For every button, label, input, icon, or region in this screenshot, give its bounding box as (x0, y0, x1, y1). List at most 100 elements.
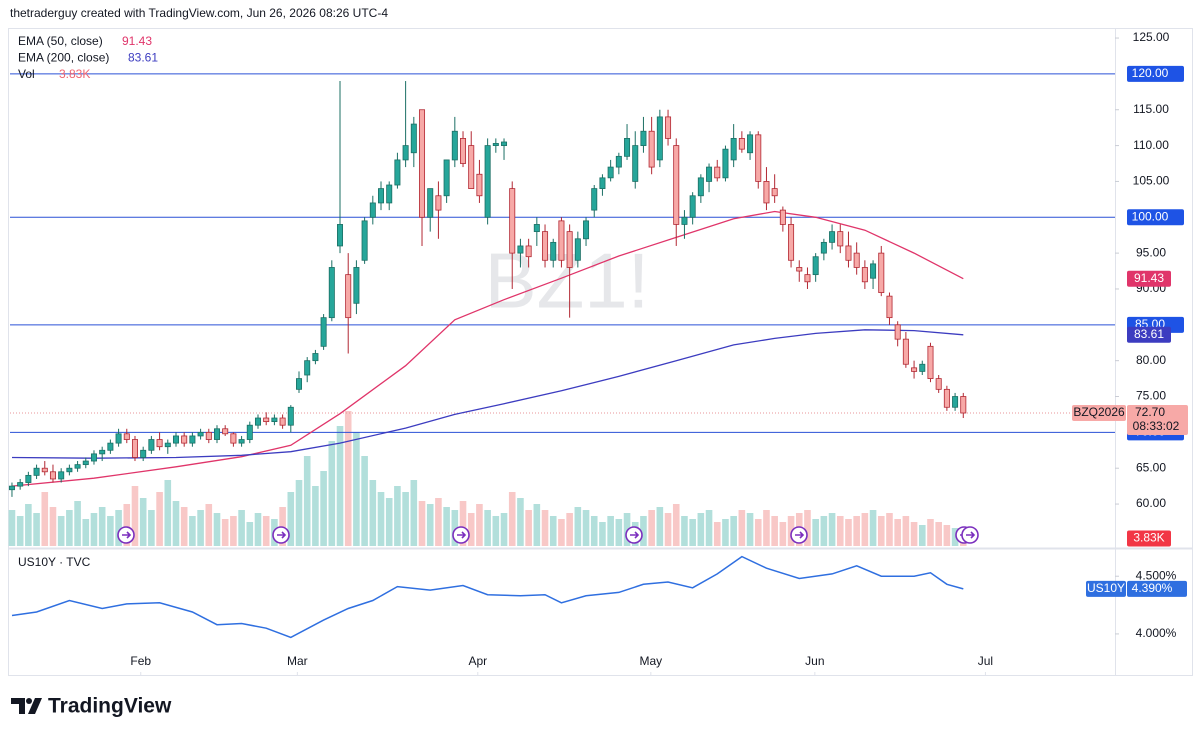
candle-body (788, 224, 795, 261)
event-marker[interactable] (625, 526, 643, 544)
volume-bar (607, 516, 614, 546)
volume-bar (902, 516, 910, 546)
candle-body (312, 353, 319, 362)
x-tick-label: Mar (287, 654, 308, 668)
event-markers (117, 526, 979, 544)
candle-body (525, 245, 532, 258)
candle-body (550, 241, 557, 261)
volume-bar (640, 516, 647, 546)
candle-body (468, 145, 475, 189)
candle-body (665, 116, 672, 139)
candle-body (935, 378, 942, 390)
y-tick-label: 105.00 (1133, 174, 1170, 188)
legend-name: Vol (18, 67, 35, 81)
candle-body (492, 143, 499, 146)
candle-body (583, 220, 590, 240)
candle-body (378, 188, 385, 204)
event-marker[interactable] (961, 526, 979, 544)
volume-bar (377, 492, 385, 546)
candle-body (853, 252, 860, 268)
volume-bar (90, 513, 98, 546)
candle-body (796, 267, 803, 272)
volume-bar (336, 426, 344, 546)
candle-body (254, 417, 261, 426)
price-line-label: 120.00 (1132, 66, 1169, 80)
candle-body (533, 224, 540, 233)
volume-bar (197, 510, 204, 546)
us10y-line (11, 555, 964, 639)
volume-bar (918, 525, 926, 546)
volume-bar (566, 513, 573, 546)
volume-bar (394, 486, 401, 546)
candle-body (369, 202, 376, 218)
volume-bar (820, 516, 828, 546)
volume-bar (886, 513, 893, 546)
volume-bar (107, 516, 114, 546)
candle-body (435, 195, 442, 211)
candle-body (427, 188, 434, 218)
volume-bar (705, 510, 713, 546)
candle-body (566, 231, 573, 268)
ema-box (1127, 270, 1171, 287)
volume-bar (582, 510, 590, 546)
event-marker[interactable] (790, 526, 808, 544)
candle-body (911, 367, 918, 372)
candle-body (107, 442, 114, 451)
candle-body (812, 256, 819, 276)
candle-body (558, 220, 565, 261)
volume-bar (845, 519, 852, 546)
volume-bar (541, 510, 549, 546)
candle-body (706, 166, 713, 182)
candle-body (410, 123, 417, 154)
volume-bar (771, 516, 778, 546)
candle-body (361, 220, 368, 261)
volume-bar (779, 522, 787, 546)
volume-bar (697, 513, 705, 546)
us10y-tick-label: 4.500% (1136, 568, 1177, 582)
volume-bar (41, 492, 49, 546)
price-line-box (1127, 209, 1184, 226)
y-tick-label: 95.00 (1136, 245, 1166, 259)
header: thetraderguy created with TradingView.co… (10, 6, 388, 20)
event-marker[interactable] (452, 526, 470, 544)
volume-bar (943, 525, 951, 546)
candle-body (960, 396, 967, 414)
candle-body (632, 145, 639, 182)
event-marker[interactable] (117, 526, 135, 544)
candle-body (779, 209, 786, 225)
volume-bar (320, 471, 327, 546)
candle-body (386, 184, 393, 204)
candle-body (148, 439, 155, 451)
candle-body (714, 166, 721, 179)
candle-body (33, 467, 40, 476)
candle-body (689, 195, 696, 218)
volume-bar (451, 510, 459, 546)
volume-bar (344, 411, 352, 546)
y-tick-label: 65.00 (1136, 460, 1166, 474)
price-line-box (1127, 65, 1184, 82)
candle-body (771, 188, 778, 197)
price-line-label: 100.00 (1132, 209, 1169, 223)
volume-bar (804, 510, 811, 546)
us10y-symbol: US10Y (1087, 581, 1125, 595)
volume-bar (230, 516, 237, 546)
us10y-value: 4.390% (1132, 581, 1173, 595)
volume-bar (312, 486, 319, 546)
candle-body (747, 134, 754, 154)
candle-body (722, 148, 729, 179)
volume-bar (164, 480, 172, 546)
volume-bar (295, 480, 303, 546)
volume-box (1127, 530, 1171, 547)
candle-body (296, 378, 303, 390)
event-marker[interactable] (272, 526, 290, 544)
candle-body (238, 439, 245, 444)
candle-body (287, 406, 294, 426)
ema-line (11, 210, 964, 487)
volume-bar (722, 519, 729, 546)
candle-body (870, 263, 877, 279)
last-price-label: 72.70 (1135, 405, 1165, 419)
candle-body (197, 431, 204, 437)
volume-bar (951, 528, 959, 546)
candle-body (271, 417, 278, 423)
